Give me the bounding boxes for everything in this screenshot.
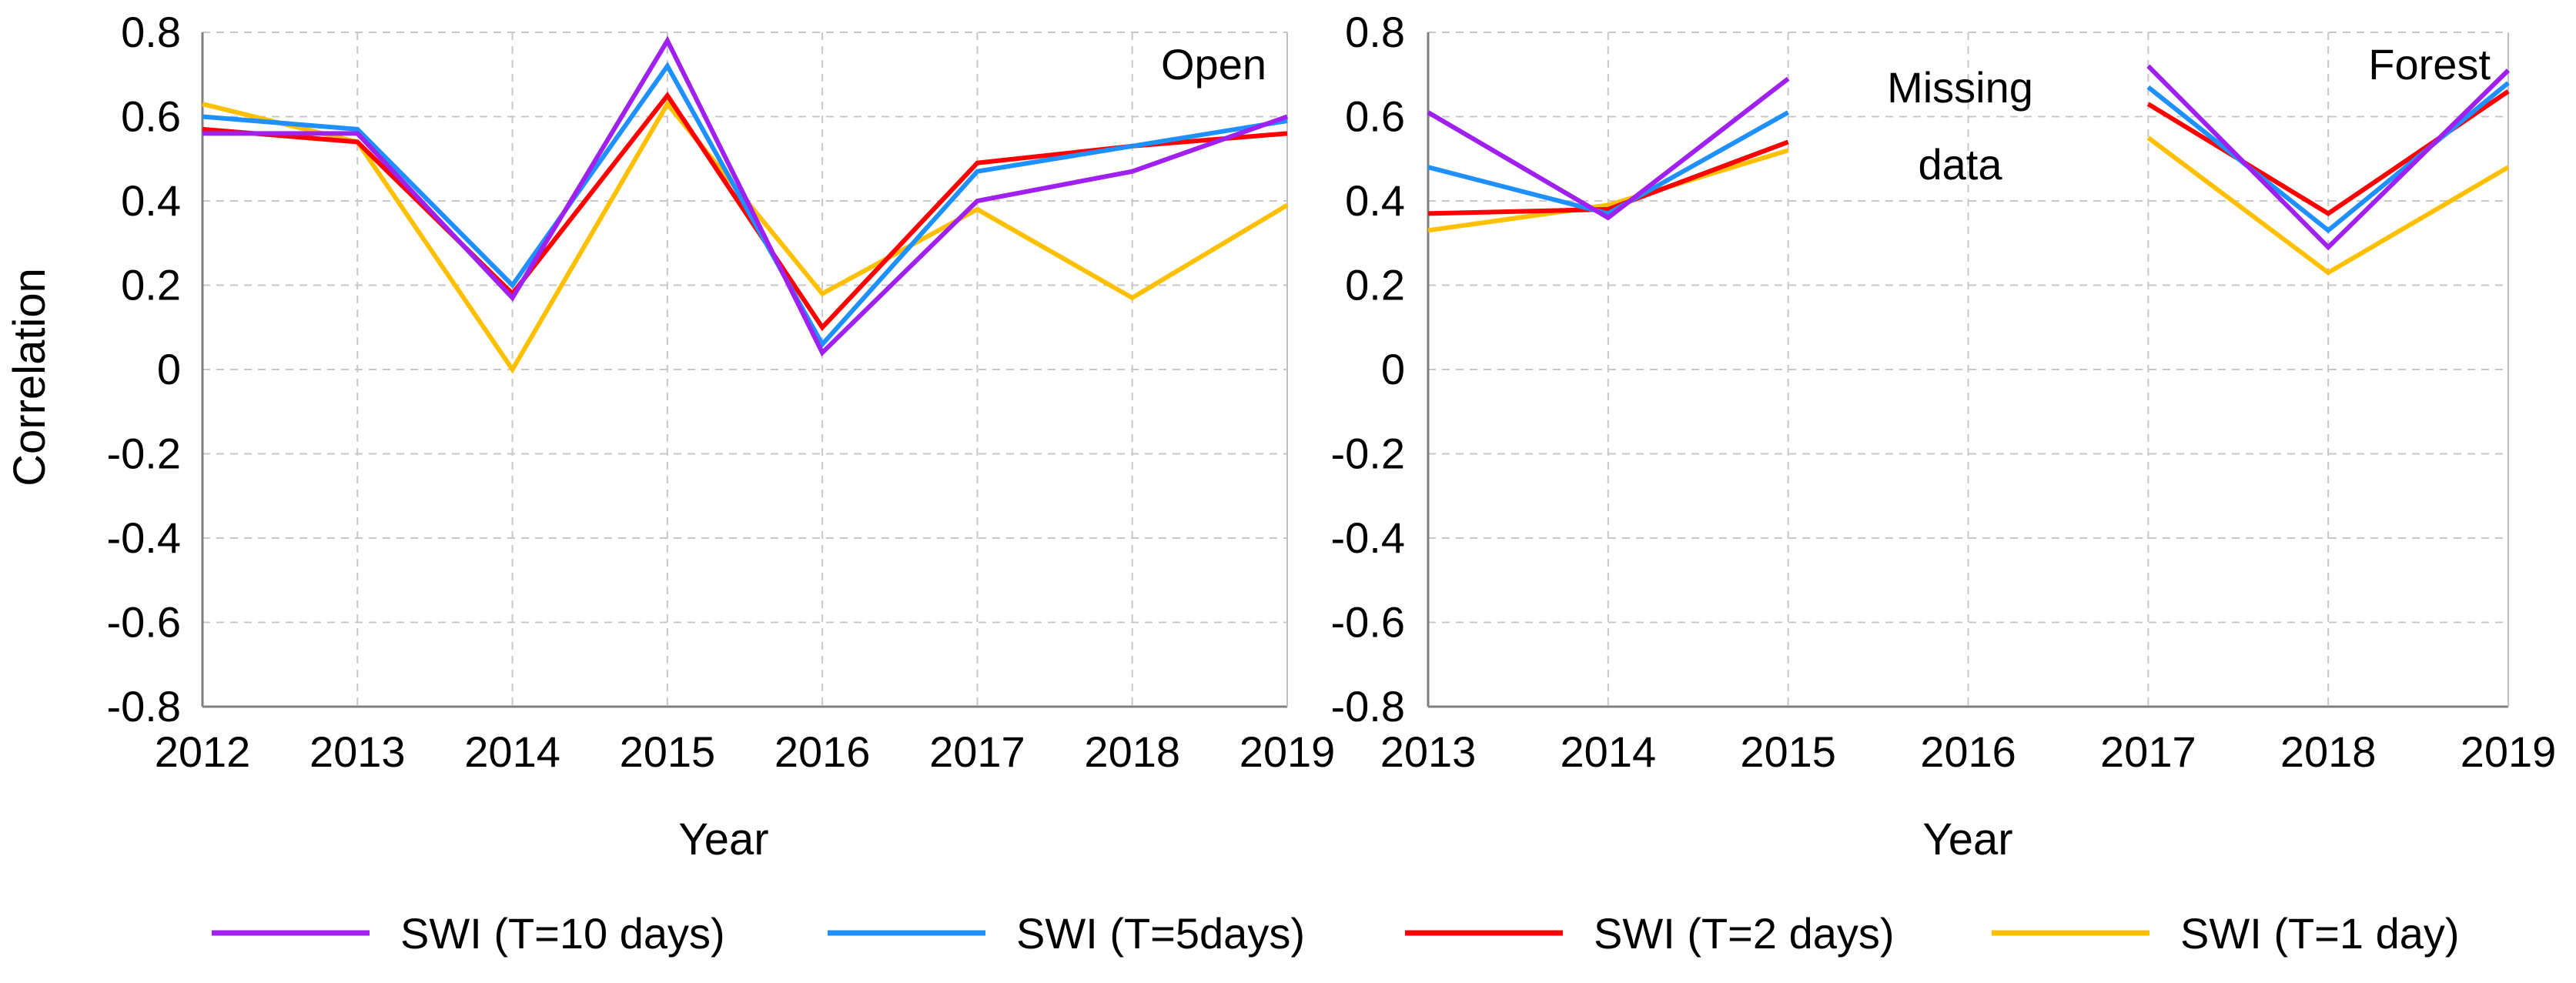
y-tick-label: -0.8 [1331, 682, 1406, 731]
legend-label-swi-t-10-days: SWI (T=10 days) [400, 909, 725, 958]
series-line-swi-t-1-day [1427, 148, 1789, 233]
series-line-swi-t-5days [1427, 110, 1790, 216]
y-tick-label: -0.4 [107, 513, 182, 562]
legend-label-swi-t-5days: SWI (T=5days) [1016, 909, 1305, 958]
y-tick-label: -0.2 [1331, 430, 1406, 478]
y-tick-label: 0 [157, 345, 181, 393]
x-tick-label: 2017 [2100, 727, 2196, 776]
x-tick-label: 2014 [1561, 727, 1657, 776]
panel-label-open: Open [1161, 40, 1266, 89]
legend-label-swi-t-1-day: SWI (T=1 day) [2180, 909, 2460, 958]
x-tick-label: 2019 [1239, 727, 1336, 776]
y-tick-label: -0.2 [107, 430, 182, 478]
missing-data-annotation-line2: data [1919, 140, 2003, 189]
series-line-swi-t-1-day [2146, 135, 2510, 276]
y-tick-label: 0 [1381, 345, 1405, 393]
x-tick-label: 2016 [1920, 727, 2016, 776]
y-tick-label: -0.4 [1331, 513, 1406, 562]
x-axis-title-forest: Year [1922, 814, 2012, 864]
y-tick-label: 0.6 [1345, 92, 1405, 141]
legend-label-swi-t-2-days: SWI (T=2 days) [1594, 909, 1895, 958]
y-tick-label: 0.6 [121, 92, 181, 141]
y-tick-label: 0.2 [121, 261, 181, 309]
x-tick-label: 2019 [2461, 727, 2557, 776]
series-line-swi-t-10-days [202, 35, 1289, 357]
x-tick-label: 2014 [464, 727, 560, 776]
y-tick-label: -0.6 [107, 598, 182, 647]
x-tick-label: 2013 [1380, 727, 1477, 776]
x-tick-label: 2016 [774, 727, 871, 776]
y-tick-label: -0.6 [1331, 598, 1406, 647]
y-tick-label: 0.2 [1345, 261, 1405, 309]
series-line-swi-t-2-days [1427, 139, 1789, 216]
series-line-swi-t-2-days [2146, 89, 2510, 216]
y-tick-label: 0.8 [1345, 8, 1405, 56]
series-line-swi-t-10-days [2146, 64, 2511, 251]
y-tick-label: 0.4 [1345, 176, 1405, 225]
series-line-swi-t-5days [202, 62, 1288, 349]
x-tick-label: 2015 [1740, 727, 1836, 776]
x-tick-label: 2013 [309, 727, 406, 776]
y-tick-label: 0.4 [121, 176, 181, 225]
legend: SWI (T=10 days) SWI (T=5days) SWI (T=2 day… [212, 909, 2460, 958]
panel-label-forest: Forest [2368, 40, 2491, 89]
y-tick-label: 0.8 [121, 8, 181, 56]
series-line-swi-t-10-days [1427, 76, 1790, 221]
x-tick-label: 2018 [2280, 727, 2377, 776]
missing-data-annotation-line1: Missing [1887, 63, 2033, 112]
y-tick-label: -0.8 [107, 682, 182, 731]
x-tick-label: 2018 [1084, 727, 1180, 776]
x-tick-label: 2012 [155, 727, 251, 776]
x-tick-label: 2017 [929, 727, 1025, 776]
x-tick-label: 2015 [620, 727, 716, 776]
x-axis-title-open: Year [678, 814, 768, 864]
y-axis-title: Correlation [5, 268, 55, 486]
